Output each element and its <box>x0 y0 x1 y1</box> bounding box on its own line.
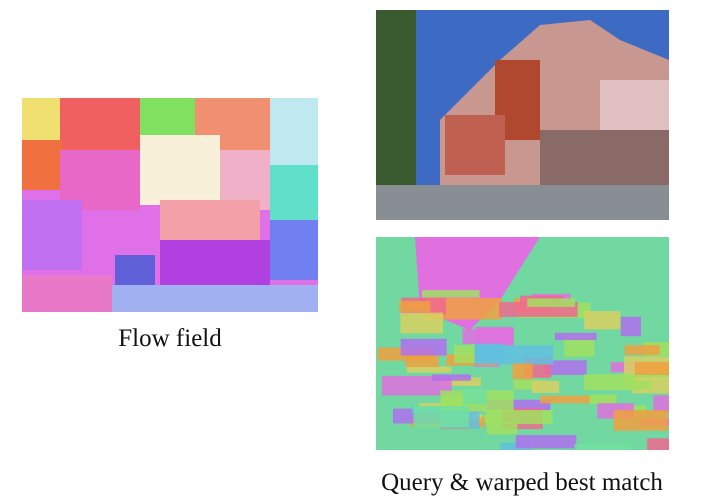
warp-patch <box>555 333 597 340</box>
warp-patch <box>487 423 518 435</box>
flow-patch <box>22 200 82 270</box>
warp-patch <box>540 396 589 403</box>
query-photo <box>376 10 669 220</box>
flow-patch <box>160 200 260 240</box>
flow-patch <box>270 98 318 168</box>
warp-patch <box>635 362 707 375</box>
street <box>376 185 669 220</box>
warp-patch <box>621 317 641 336</box>
warp-patch <box>527 298 575 307</box>
warp-patch <box>653 395 682 412</box>
warp-patch <box>588 394 616 404</box>
flow-patch <box>160 240 270 290</box>
caption: Query & warped best match <box>381 469 663 496</box>
warped-match-image <box>376 237 712 456</box>
warp-patch <box>405 355 438 367</box>
flow-patch <box>140 98 200 138</box>
warp-patch <box>532 381 559 393</box>
warp-patch <box>584 311 620 329</box>
tree <box>376 10 416 190</box>
flow-patch <box>270 220 318 280</box>
warp-patch <box>432 374 471 380</box>
flow-patch <box>115 255 155 285</box>
caption: Flow field <box>118 325 222 352</box>
building <box>445 115 505 175</box>
flow-patch <box>112 285 318 312</box>
warp-patch <box>625 345 660 355</box>
warp-patch <box>462 329 513 344</box>
warp-patch <box>475 345 554 364</box>
warp-patch <box>584 374 636 390</box>
warp-patch <box>516 435 577 448</box>
warp-patch <box>512 363 532 379</box>
flow-patch <box>22 140 62 190</box>
warp-patch <box>407 366 452 372</box>
warp-patch <box>486 410 553 424</box>
flow-patch <box>60 98 140 158</box>
warp-patch <box>400 313 443 334</box>
flow-field-image <box>22 98 318 312</box>
warp-patch <box>414 406 469 427</box>
flow-patch <box>140 135 220 205</box>
warp-patch <box>575 444 632 455</box>
warp-patch <box>463 388 487 404</box>
flow-patch <box>270 165 318 220</box>
warp-patch <box>399 301 430 312</box>
flow-patch <box>22 275 112 312</box>
warp-patch <box>614 410 668 431</box>
page: Flow field Query & warped best match (()… <box>0 0 712 500</box>
figure: Flow field Query & warped best match <box>0 0 712 500</box>
warp-patch <box>422 290 479 297</box>
warp-patch <box>401 339 447 356</box>
warp-patch <box>647 438 712 456</box>
